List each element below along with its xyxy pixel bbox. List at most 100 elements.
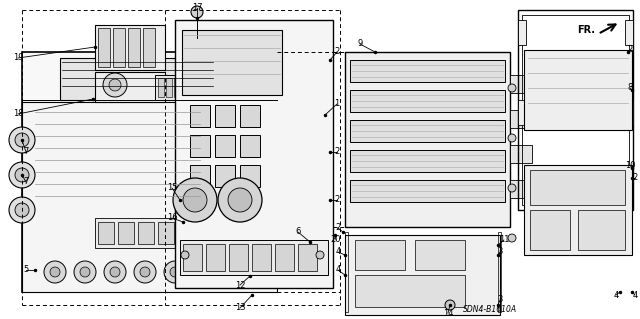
Circle shape (110, 267, 120, 277)
Circle shape (181, 251, 189, 259)
Circle shape (140, 267, 150, 277)
Text: 16: 16 (166, 213, 177, 222)
Bar (518, 20, 526, 45)
Circle shape (508, 234, 516, 242)
Circle shape (103, 73, 127, 97)
Circle shape (508, 134, 516, 142)
Text: 15: 15 (167, 183, 177, 192)
Bar (355, 240, 405, 270)
Text: 4: 4 (335, 265, 340, 275)
Text: 2: 2 (334, 48, 340, 56)
Bar (530, 170, 625, 205)
Text: 19: 19 (13, 54, 23, 63)
Circle shape (76, 236, 104, 264)
Circle shape (51, 236, 79, 264)
Text: 11: 11 (499, 235, 509, 244)
Bar (524, 50, 632, 130)
Text: 1: 1 (334, 100, 340, 108)
Text: 20: 20 (331, 235, 341, 244)
Bar (98, 28, 110, 67)
Text: FR.: FR. (577, 25, 595, 35)
Text: 4: 4 (632, 291, 637, 300)
Bar (155, 75, 185, 100)
Circle shape (83, 243, 97, 257)
Bar (174, 78, 180, 97)
Text: 7: 7 (23, 177, 29, 187)
Bar (350, 60, 505, 82)
Bar (190, 135, 210, 157)
Bar (138, 222, 154, 244)
Text: 6: 6 (295, 227, 301, 236)
Bar (530, 210, 570, 250)
Bar (350, 150, 505, 172)
Bar (182, 30, 282, 95)
Text: 2: 2 (334, 196, 340, 204)
Bar (350, 90, 505, 112)
Text: 2: 2 (334, 147, 340, 157)
Text: 17: 17 (192, 4, 202, 12)
Bar (158, 222, 174, 244)
Circle shape (9, 197, 35, 223)
Circle shape (44, 261, 66, 283)
Text: 9: 9 (357, 40, 363, 48)
Text: 4: 4 (613, 291, 619, 300)
Circle shape (228, 188, 252, 212)
Bar (350, 120, 505, 142)
Bar (510, 110, 532, 128)
Bar (240, 135, 260, 157)
Circle shape (508, 184, 516, 192)
Bar (498, 232, 501, 312)
Circle shape (50, 267, 60, 277)
Circle shape (104, 261, 126, 283)
Bar (350, 180, 505, 202)
Bar (252, 244, 271, 271)
Bar (22, 102, 277, 292)
Bar (190, 105, 210, 127)
Bar (522, 15, 629, 205)
Bar (215, 105, 235, 127)
Text: 7: 7 (23, 147, 29, 157)
Bar (510, 145, 532, 163)
Bar (118, 222, 134, 244)
Circle shape (134, 261, 156, 283)
Bar (158, 78, 164, 97)
Bar (518, 100, 526, 125)
Bar (175, 20, 333, 288)
Circle shape (218, 178, 262, 222)
Circle shape (508, 84, 516, 92)
Circle shape (58, 243, 72, 257)
Circle shape (445, 300, 455, 310)
Bar (60, 58, 215, 100)
Circle shape (316, 251, 324, 259)
Text: 5: 5 (24, 265, 29, 275)
Text: 2: 2 (335, 224, 340, 233)
Bar (180, 240, 328, 275)
Circle shape (31, 243, 45, 257)
Circle shape (191, 6, 203, 18)
Bar (510, 180, 532, 198)
Bar (128, 28, 140, 67)
Circle shape (194, 261, 216, 283)
Bar (113, 28, 125, 67)
Text: 2: 2 (627, 46, 632, 55)
Bar (229, 244, 248, 271)
Circle shape (15, 133, 29, 147)
Bar (298, 244, 317, 271)
Bar (183, 244, 202, 271)
Bar (95, 218, 205, 248)
Bar (190, 165, 210, 187)
Circle shape (15, 203, 29, 217)
Circle shape (24, 236, 52, 264)
Bar (178, 222, 194, 244)
Text: 3: 3 (497, 248, 502, 256)
Text: 8: 8 (627, 84, 633, 93)
Bar (95, 25, 165, 70)
Bar (510, 75, 532, 93)
Bar (415, 240, 465, 270)
Bar (98, 222, 114, 244)
Bar (345, 232, 348, 312)
Circle shape (80, 267, 90, 277)
Bar (355, 275, 465, 307)
Bar (524, 165, 632, 255)
Bar (166, 78, 172, 97)
